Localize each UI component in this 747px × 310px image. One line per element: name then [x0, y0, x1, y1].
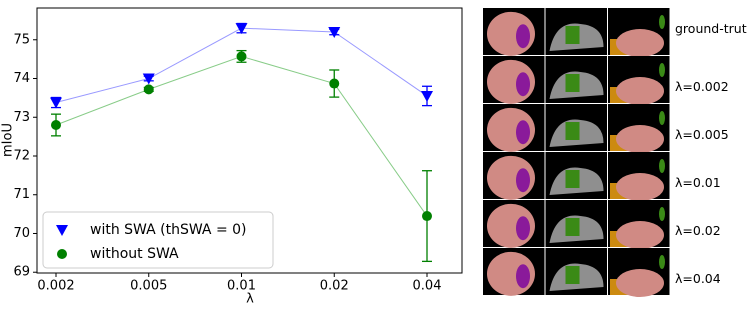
seg-object: [516, 24, 530, 49]
series-line: [55, 27, 428, 104]
seg-plant: [565, 218, 580, 236]
y-tick-label: 69: [13, 265, 30, 280]
data-point: [236, 51, 247, 62]
seg-plant: [659, 159, 665, 173]
series-line: [55, 55, 428, 217]
y-tick-label: 71: [13, 187, 30, 202]
seg-person: [616, 77, 664, 105]
x-tick-label: 0.01: [227, 279, 256, 294]
y-tick-label: 75: [13, 32, 30, 47]
seg-plant: [565, 74, 580, 92]
row-label: ground-truth: [675, 21, 747, 36]
x-tick-label: 0.002: [37, 279, 74, 294]
y-tick-label: 73: [13, 110, 30, 125]
seg-object: [516, 120, 530, 145]
image-panel: ground-truth λ=0.002 λ=0.005 λ=0.01 λ=0.02 λ=…: [483, 8, 747, 297]
seg-person: [616, 173, 664, 201]
row-label: λ=0.04: [675, 271, 721, 286]
data-point: [143, 84, 154, 95]
x-tick-label: 0.04: [413, 279, 442, 294]
seg-plant: [565, 266, 580, 284]
x-axis-label: λ: [246, 292, 254, 307]
data-point: [51, 120, 61, 131]
row-label: λ=0.002: [675, 79, 729, 94]
data-point: [329, 78, 340, 89]
legend-label: without SWA: [90, 246, 179, 262]
data-point: [50, 97, 62, 109]
seg-plant: [659, 15, 665, 29]
legend-marker: [56, 225, 68, 236]
seg-object: [516, 264, 530, 289]
seg-plant: [659, 255, 665, 269]
seg-person: [616, 29, 664, 57]
seg-person: [616, 125, 664, 153]
data-point: [142, 73, 155, 85]
seg-object: [516, 168, 530, 193]
row-label: λ=0.02: [675, 223, 721, 238]
data-point: [422, 211, 432, 222]
seg-object: [516, 216, 530, 241]
seg-plant: [659, 207, 665, 221]
y-axis-label: mIoU: [1, 123, 16, 157]
seg-plant: [659, 111, 665, 125]
x-tick-label: 0.02: [320, 279, 349, 294]
data-point: [421, 90, 433, 102]
data-point: [235, 23, 248, 35]
row-label: λ=0.01: [675, 175, 721, 190]
legend-label: with SWA (thSWA = 0): [90, 222, 247, 238]
y-tick-label: 72: [13, 148, 30, 163]
row-label: λ=0.005: [675, 127, 729, 142]
legend-marker: [57, 249, 67, 259]
data-point: [328, 27, 341, 39]
seg-person: [616, 269, 664, 297]
seg-plant: [565, 122, 580, 140]
seg-plant: [565, 170, 580, 188]
legend-box: [42, 211, 274, 269]
seg-plant: [565, 26, 580, 44]
y-tick-label: 74: [13, 71, 30, 86]
seg-person: [616, 221, 664, 249]
y-tick-label: 70: [13, 226, 30, 241]
seg-plant: [659, 63, 665, 77]
plot-frame: [36, 7, 463, 274]
x-tick-label: 0.005: [130, 279, 167, 294]
seg-object: [516, 72, 530, 97]
